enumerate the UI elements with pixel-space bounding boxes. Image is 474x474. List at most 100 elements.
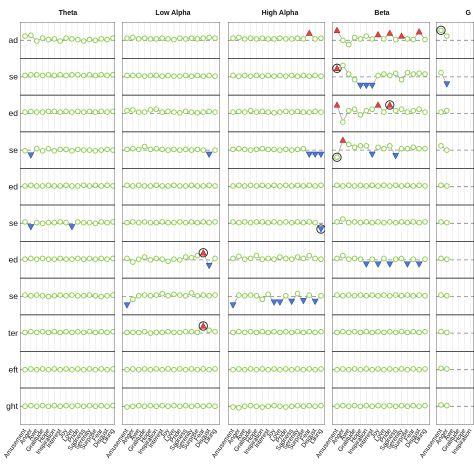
data-point bbox=[28, 108, 34, 115]
data-point bbox=[177, 292, 183, 298]
data-point bbox=[253, 292, 260, 299]
data-point bbox=[230, 146, 236, 153]
decrease-marker bbox=[368, 151, 376, 159]
data-point bbox=[351, 219, 358, 225]
data-point bbox=[51, 183, 58, 189]
data-point bbox=[230, 35, 236, 41]
data-point bbox=[375, 366, 381, 372]
data-point bbox=[387, 402, 393, 409]
data-point bbox=[294, 290, 301, 297]
data-point bbox=[241, 146, 248, 153]
data-point bbox=[306, 366, 313, 372]
data-point bbox=[387, 328, 393, 335]
data-point bbox=[75, 366, 81, 372]
data-point bbox=[416, 366, 422, 373]
data-point bbox=[206, 327, 212, 334]
data-point bbox=[438, 402, 444, 408]
data-point bbox=[288, 183, 295, 189]
data-point bbox=[188, 219, 195, 225]
data-point bbox=[212, 255, 218, 262]
data-point bbox=[312, 403, 318, 410]
data-point bbox=[381, 366, 387, 373]
data-point bbox=[416, 219, 422, 226]
data-point bbox=[265, 329, 272, 336]
data-point bbox=[340, 252, 346, 259]
data-point bbox=[110, 328, 115, 335]
series-line bbox=[24, 405, 114, 407]
data-point bbox=[45, 36, 52, 43]
series-line bbox=[232, 368, 322, 371]
data-point bbox=[171, 109, 177, 115]
data-point bbox=[398, 106, 405, 113]
data-point bbox=[69, 256, 75, 262]
data-point bbox=[357, 366, 364, 373]
data-point bbox=[444, 219, 450, 226]
data-point bbox=[182, 219, 189, 226]
data-point bbox=[392, 403, 399, 410]
data-point bbox=[392, 292, 399, 298]
data-point bbox=[194, 329, 201, 336]
data-point bbox=[110, 219, 115, 225]
panel-column bbox=[228, 22, 325, 425]
data-point bbox=[200, 183, 207, 189]
data-point bbox=[110, 183, 115, 189]
series-line bbox=[24, 294, 114, 297]
data-point bbox=[45, 329, 52, 336]
data-point bbox=[404, 219, 411, 226]
data-point bbox=[422, 328, 428, 335]
series-line bbox=[232, 221, 322, 230]
data-point bbox=[104, 109, 110, 115]
data-point bbox=[63, 256, 69, 262]
data-point bbox=[63, 366, 69, 372]
data-point bbox=[277, 254, 283, 260]
data-point bbox=[69, 292, 75, 298]
data-point bbox=[334, 403, 340, 410]
series-line bbox=[24, 331, 114, 333]
data-point bbox=[265, 366, 272, 373]
data-point bbox=[194, 183, 201, 189]
data-point bbox=[300, 403, 307, 410]
data-point bbox=[334, 154, 340, 161]
data-point bbox=[200, 73, 207, 79]
data-point bbox=[236, 182, 242, 189]
x-tick-label: Joy bbox=[58, 427, 70, 440]
series-line bbox=[126, 184, 216, 187]
data-point bbox=[75, 402, 81, 409]
data-point bbox=[288, 109, 295, 115]
data-point bbox=[230, 329, 236, 336]
data-point bbox=[159, 402, 165, 409]
data-point bbox=[392, 70, 399, 77]
data-point bbox=[153, 182, 160, 189]
data-point bbox=[182, 183, 189, 189]
increase-marker bbox=[199, 322, 207, 329]
data-point bbox=[182, 292, 189, 299]
data-point bbox=[147, 292, 154, 299]
data-point bbox=[39, 183, 46, 189]
data-point bbox=[438, 27, 444, 34]
data-point bbox=[404, 403, 411, 410]
decrease-marker bbox=[205, 151, 213, 159]
data-point bbox=[206, 108, 212, 115]
data-point bbox=[230, 404, 236, 410]
data-point bbox=[212, 219, 218, 225]
data-point bbox=[404, 36, 411, 42]
data-point bbox=[206, 72, 212, 79]
data-point bbox=[212, 35, 218, 41]
data-point bbox=[416, 106, 422, 113]
increase-marker bbox=[199, 249, 207, 256]
data-point bbox=[200, 147, 207, 153]
data-point bbox=[124, 35, 130, 41]
data-point bbox=[363, 328, 370, 335]
data-point bbox=[265, 291, 272, 298]
data-point bbox=[110, 402, 115, 409]
data-point bbox=[422, 402, 428, 409]
data-point bbox=[334, 255, 340, 262]
data-point bbox=[283, 36, 289, 42]
data-point bbox=[253, 146, 260, 153]
data-point bbox=[422, 219, 428, 225]
decrease-marker bbox=[368, 82, 376, 90]
data-point bbox=[188, 147, 195, 153]
data-point bbox=[312, 329, 318, 336]
data-point bbox=[22, 329, 28, 336]
